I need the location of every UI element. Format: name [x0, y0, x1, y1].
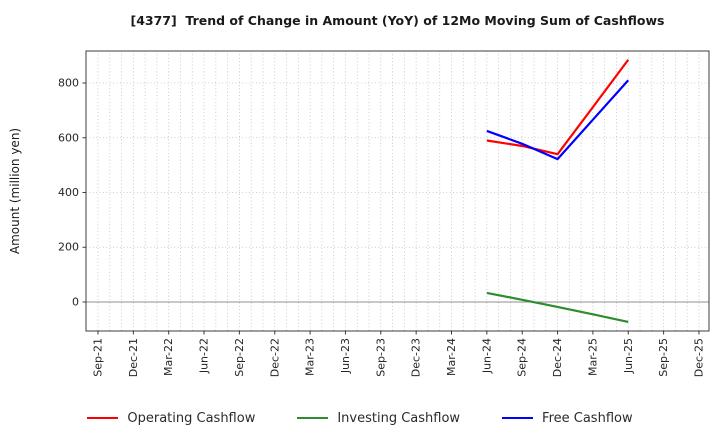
series-line-operating-cashflow: [486, 59, 630, 156]
x-tick-label: Dec-21: [127, 338, 140, 377]
series: [486, 59, 630, 324]
y-axis: 0 200 400 600 800: [58, 77, 86, 308]
y-tick-label: 800: [58, 77, 79, 90]
x-axis: Sep-21 Dec-21 Mar-22 Jun-22 Sep-22 Dec-22 Mar-…: [92, 331, 705, 377]
x-tick-label: Jun-23: [339, 338, 352, 374]
gridlines: [86, 51, 709, 331]
x-tick-label: Sep-21: [92, 338, 105, 377]
x-tick-label: Sep-22: [233, 338, 246, 377]
y-tick-label: 200: [58, 241, 79, 254]
x-tick-label: Jun-22: [198, 338, 211, 374]
x-tick-label: Dec-24: [551, 338, 564, 377]
x-tick-label: Jun-24: [480, 338, 493, 374]
legend-item-investing-cashflow: Investing Cashflow: [297, 411, 460, 426]
y-tick-label: 600: [58, 131, 79, 144]
legend-line-free-icon: [502, 416, 534, 420]
x-tick-label: Jun-25: [622, 338, 635, 374]
series-line-free-cashflow: [486, 79, 630, 161]
y-tick-label: 0: [72, 295, 79, 308]
x-tick-label: Mar-22: [162, 338, 175, 376]
legend-line-operating-icon: [87, 416, 119, 420]
plot-border: [85, 50, 710, 332]
x-tick-label: Dec-23: [410, 338, 423, 377]
legend: Operating Cashflow Investing Cashflow Fr…: [0, 406, 720, 430]
chart-title: [4377] Trend of Change in Amount (YoY) o…: [130, 13, 665, 28]
legend-item-free-cashflow: Free Cashflow: [502, 411, 633, 426]
y-axis-label: Amount (million yen): [8, 128, 22, 254]
x-tick-label: Dec-22: [268, 338, 281, 377]
legend-item-operating-cashflow: Operating Cashflow: [87, 411, 255, 426]
x-tick-label: Mar-25: [586, 338, 599, 376]
x-tick-label: Mar-23: [304, 338, 317, 376]
y-tick-label: 400: [58, 186, 79, 199]
legend-line-investing-icon: [297, 416, 329, 420]
x-tick-label: Sep-23: [374, 338, 387, 377]
legend-label-operating: Operating Cashflow: [127, 410, 256, 426]
x-tick-label: Dec-25: [692, 338, 705, 377]
x-tick-label: Sep-25: [657, 338, 670, 377]
legend-label-investing: Investing Cashflow: [337, 410, 461, 426]
legend-label-free: Free Cashflow: [542, 410, 633, 426]
x-tick-label: Mar-24: [445, 338, 458, 376]
series-line-investing-cashflow: [486, 291, 629, 324]
x-tick-label: Sep-24: [516, 338, 529, 377]
